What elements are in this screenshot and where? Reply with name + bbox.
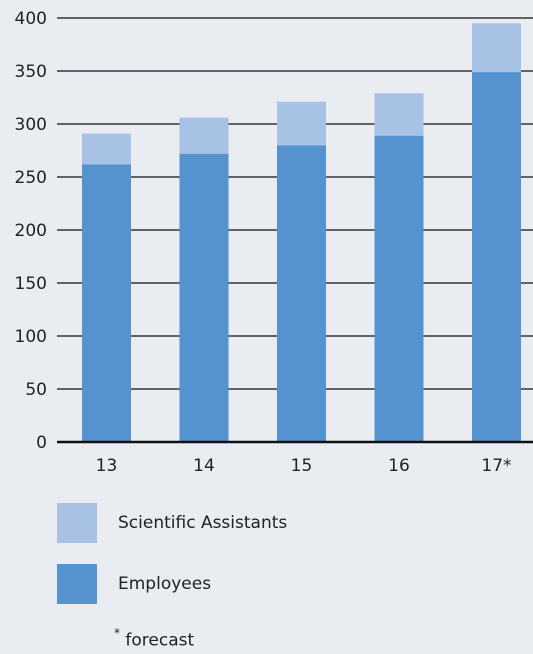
footnote-marker: * xyxy=(114,626,120,640)
y-tick-label-50: 50 xyxy=(25,380,47,400)
legend-item-scientific-assistants: Scientific Assistants xyxy=(57,503,287,543)
bar-scientific-assistants-14 xyxy=(179,117,229,154)
bar-employees-17 xyxy=(472,72,521,442)
bar-employees-15 xyxy=(277,145,326,442)
y-tick-label-350: 350 xyxy=(15,62,47,82)
bar-employees-16 xyxy=(374,135,424,442)
legend-item-employees: Employees xyxy=(57,564,287,604)
x-tick-label-16: 16 xyxy=(388,456,410,476)
y-tick-label-0: 0 xyxy=(36,433,47,453)
y-tick-labels: 0 50 100 150 200 250 300 350 400 xyxy=(15,9,47,453)
y-tick-label-150: 150 xyxy=(15,274,47,294)
x-tick-label-17: 17* xyxy=(481,456,511,476)
x-tick-label-13: 13 xyxy=(96,456,118,476)
bar-employees-13 xyxy=(82,164,131,442)
legend-label-scientific-assistants: Scientific Assistants xyxy=(118,513,288,533)
bar-scientific-assistants-15 xyxy=(277,101,326,146)
bar-scientific-assistants-16 xyxy=(374,93,424,136)
bar-scientific-assistants-17 xyxy=(472,23,521,73)
footnote: * forecast xyxy=(114,626,195,651)
x-tick-labels: 13 14 15 16 17* xyxy=(96,456,512,476)
y-tick-label-300: 300 xyxy=(15,115,47,135)
bar-scientific-assistants-13 xyxy=(82,133,131,165)
y-tick-label-200: 200 xyxy=(15,221,47,241)
y-tick-label-100: 100 xyxy=(15,327,47,347)
legend-swatch-employees xyxy=(57,564,97,604)
x-tick-label-15: 15 xyxy=(291,456,313,476)
bar-employees-14 xyxy=(179,153,229,442)
footnote-text: forecast xyxy=(125,630,195,651)
legend-swatch-scientific-assistants xyxy=(57,503,97,543)
bar-chart: 0 50 100 150 200 250 300 350 400 13 14 15 16 17* xyxy=(15,9,533,476)
y-tick-label-250: 250 xyxy=(15,168,47,188)
legend: Scientific Assistants Employees xyxy=(57,503,287,625)
x-tick-label-14: 14 xyxy=(193,456,215,476)
legend-label-employees: Employees xyxy=(118,574,212,594)
y-tick-label-400: 400 xyxy=(15,9,47,29)
bars xyxy=(82,23,521,442)
